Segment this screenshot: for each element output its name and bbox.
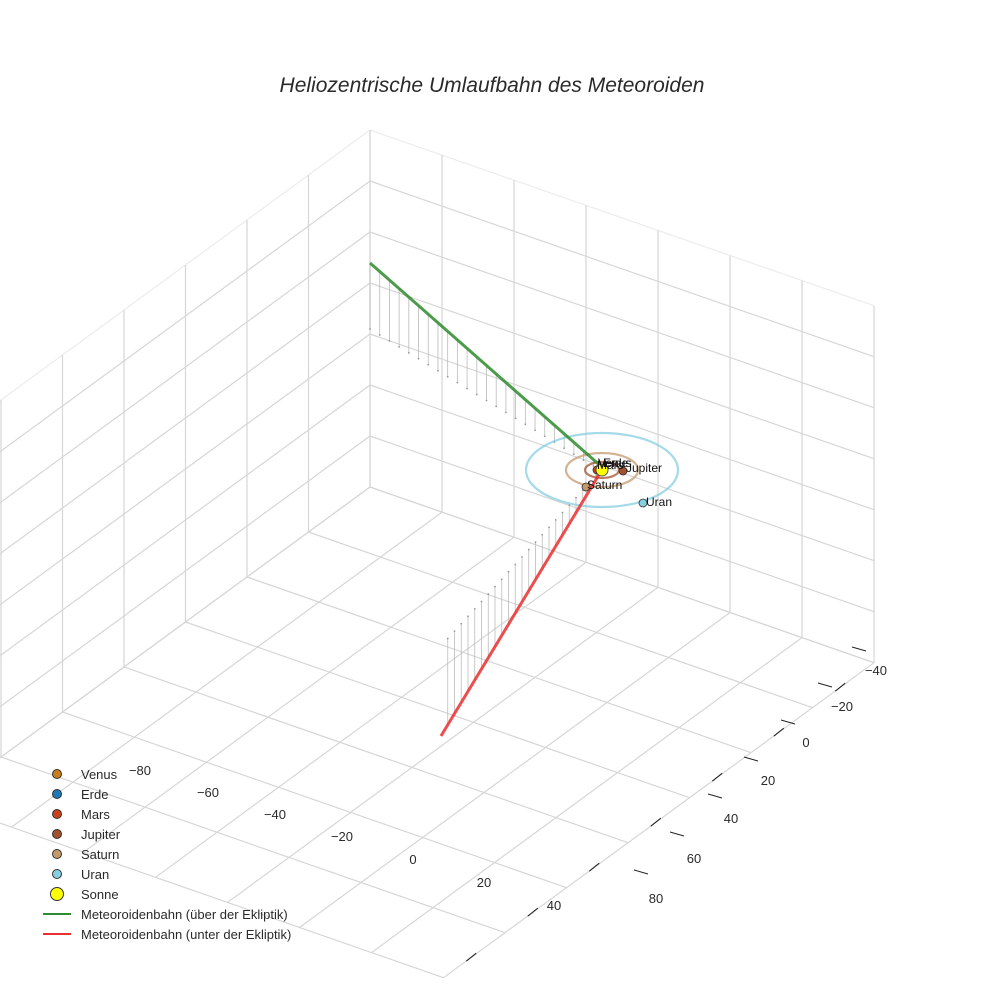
legend-item-mars[interactable]: Mars [38,804,291,824]
legend-label: Meteoroidenbahn (über der Ekliptik) [81,906,288,922]
mars-marker-icon [52,809,62,819]
erde-marker-icon [52,789,62,799]
legend-label: Mars [81,806,110,822]
red-line-icon [43,933,71,935]
axis-ticks [465,646,867,962]
svg-text:Saturn: Saturn [587,478,622,492]
svg-text:−20: −20 [831,699,853,714]
venus-marker-icon [52,769,62,779]
svg-text:0: 0 [409,852,416,867]
jupiter-marker-icon [52,829,62,839]
svg-text:Venus: Venus [598,456,631,470]
legend-item-sonne[interactable]: Sonne [38,884,291,904]
legend-item-erde[interactable]: Erde [38,784,291,804]
legend-item-path-above[interactable]: Meteoroidenbahn (über der Ekliptik) [38,904,291,924]
legend-label: Uran [81,866,110,882]
svg-text:−80: −80 [129,763,151,778]
axis-tick-labels: 6040200−20−40−60−80−60−40−2002040−40−200… [129,663,887,913]
legend-label: Venus [81,766,118,782]
legend: Venus Erde Mars Jupiter Saturn Uran Sonn… [38,764,291,944]
svg-text:0: 0 [802,735,809,750]
svg-text:−40: −40 [264,807,286,822]
legend-item-path-below[interactable]: Meteoroidenbahn (unter der Ekliptik) [38,924,291,944]
svg-text:40: 40 [724,811,738,826]
svg-text:Jupiter: Jupiter [626,461,662,475]
grid-lines [0,129,875,979]
drop-lines [369,263,598,725]
meteoroid-paths [369,261,605,737]
svg-text:−20: −20 [331,829,353,844]
path-below-line [439,467,605,737]
svg-text:Erde: Erde [603,456,629,470]
legend-item-uran[interactable]: Uran [38,864,291,884]
legend-item-saturn[interactable]: Saturn [38,844,291,864]
svg-text:20: 20 [477,875,491,890]
planet-orbits [524,431,680,509]
legend-label: Meteoroidenbahn (unter der Ekliptik) [81,926,292,942]
legend-label: Jupiter [81,826,121,842]
legend-item-jupiter[interactable]: Jupiter [38,824,291,844]
chart-title: Heliozentrische Umlaufbahn des Meteoroid… [279,74,705,97]
svg-text:80: 80 [649,891,663,906]
svg-text:20: 20 [761,773,775,788]
svg-text:−40: −40 [865,663,887,678]
svg-text:40: 40 [547,898,561,913]
legend-label: Saturn [81,846,120,862]
legend-label: Sonne [81,886,119,902]
svg-text:60: 60 [687,851,701,866]
saturn-marker-icon [52,849,62,859]
path-above-line [369,261,604,470]
green-line-icon [43,913,71,915]
legend-label: Erde [81,786,109,802]
svg-text:Uran: Uran [646,495,672,509]
svg-text:−60: −60 [197,785,219,800]
legend-item-venus[interactable]: Venus [38,764,291,784]
uran-marker-icon [52,869,62,879]
sonne-marker-icon [50,887,64,901]
svg-text:Mars: Mars [597,458,624,472]
